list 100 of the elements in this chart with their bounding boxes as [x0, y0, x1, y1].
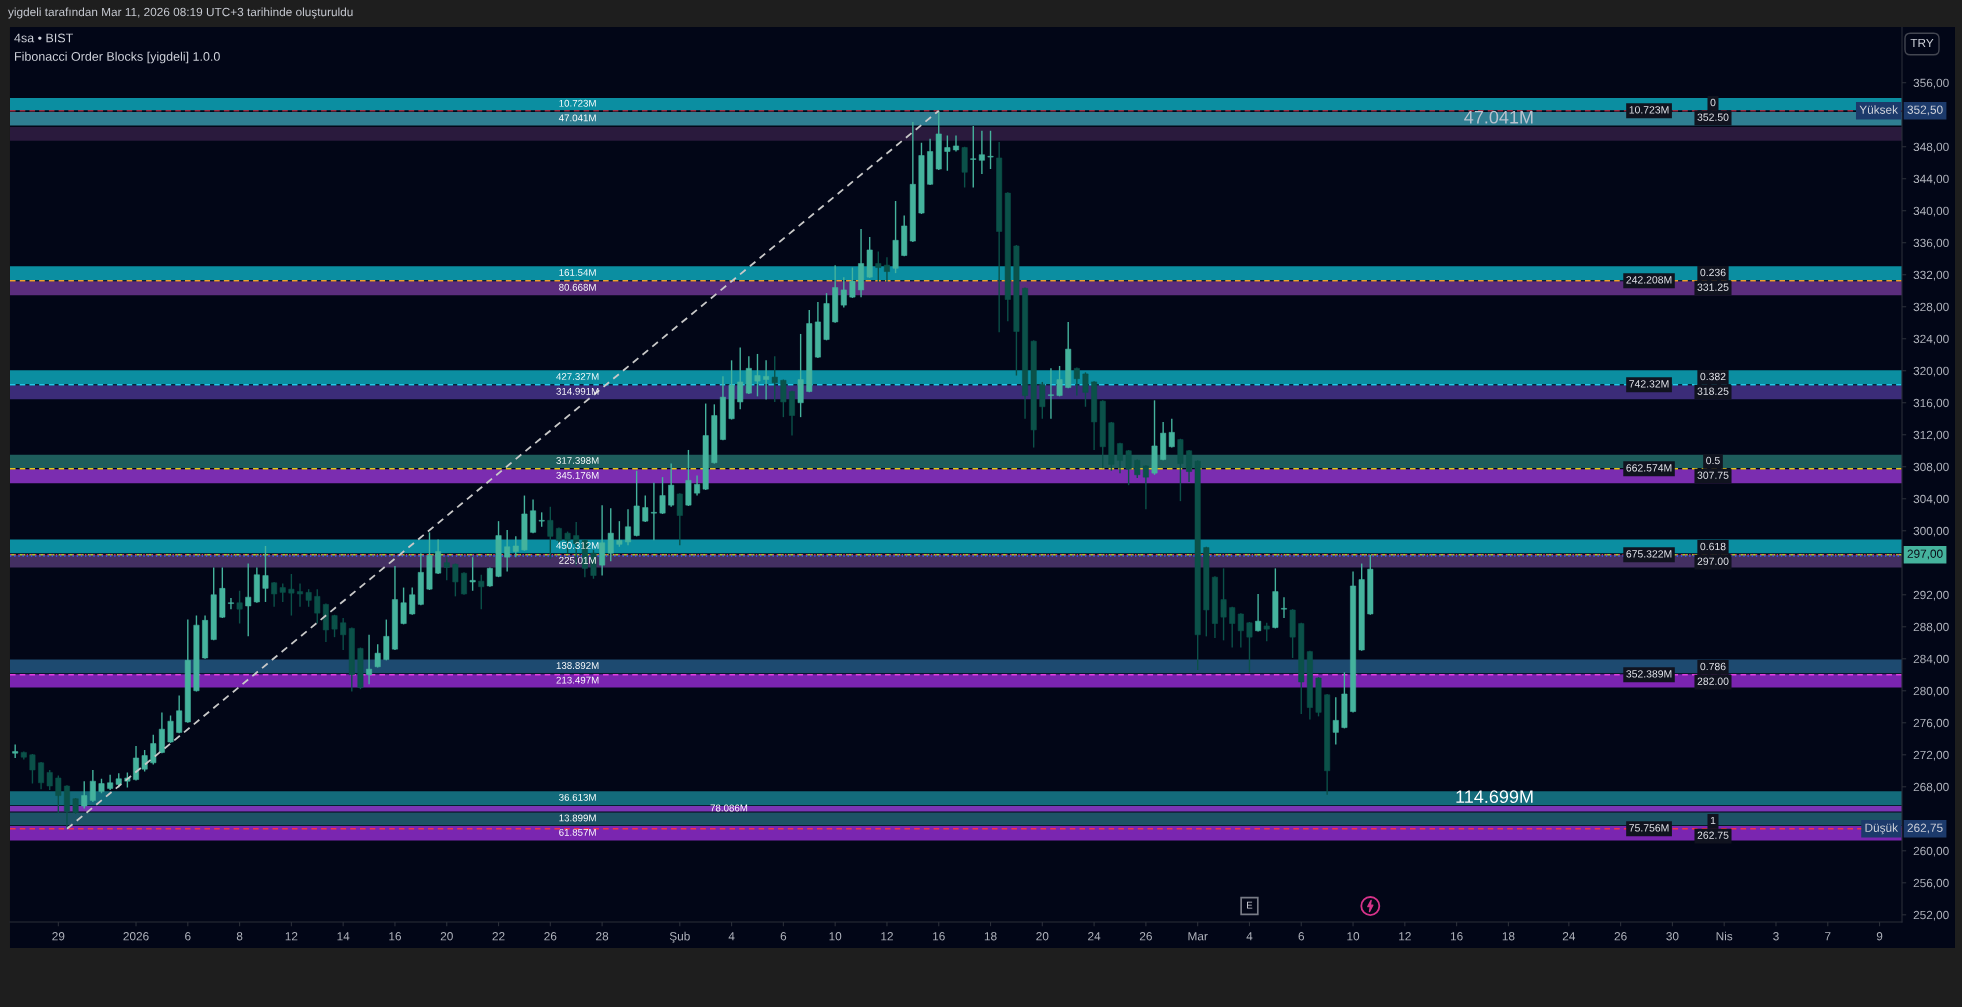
- annotation: 318.25: [1697, 387, 1729, 395]
- y-tick-label: 256,00: [1913, 878, 1949, 889]
- x-tick-label: Nis: [1716, 931, 1733, 941]
- candlestick: [12, 743, 19, 759]
- candlestick: [1186, 449, 1192, 483]
- candlestick: [478, 574, 485, 610]
- candlestick: [970, 125, 977, 189]
- x-tick-label: 16: [389, 932, 402, 941]
- x-tick-label: Şub: [669, 931, 690, 943]
- y-tick-label: 280,00: [1913, 686, 1949, 697]
- candlestick: [1332, 696, 1339, 746]
- y-tick-label: 320,00: [1913, 366, 1949, 377]
- annotation: 0.5: [1706, 456, 1720, 465]
- x-tick-label: 4: [1246, 932, 1253, 941]
- candlestick: [504, 529, 511, 573]
- band-label: 47.041M: [558, 114, 596, 122]
- candlestick: [288, 573, 295, 617]
- candlestick: [443, 556, 450, 582]
- candlestick: [1039, 381, 1046, 420]
- band-label: 450.312M: [556, 542, 599, 549]
- x-tick-label: 7: [1825, 932, 1831, 941]
- candlestick: [978, 130, 985, 175]
- x-tick-label: 29: [52, 932, 65, 941]
- candlestick: [944, 134, 951, 172]
- candlestick: [987, 130, 994, 170]
- y-tick-label: 284,00: [1913, 654, 1949, 665]
- x-tick-label: 20: [440, 932, 453, 941]
- annotation: 114.699M: [1456, 790, 1533, 804]
- candlestick: [883, 256, 890, 283]
- y-tick-label: 336,00: [1913, 238, 1949, 249]
- annotation: 662.574M: [1626, 464, 1672, 472]
- text: 262,75: [1907, 823, 1943, 834]
- candlestick: [875, 250, 882, 283]
- candlestick: [383, 618, 390, 662]
- annotation: 47.041M: [1464, 110, 1533, 124]
- candlestick: [435, 538, 442, 575]
- candlestick: [89, 769, 96, 803]
- y-tick-label: 268,00: [1913, 782, 1949, 793]
- x-tick-label: 2026: [123, 932, 149, 941]
- y-tick-label: 272,00: [1913, 750, 1949, 761]
- candlestick: [1237, 612, 1244, 649]
- text: 352,50: [1907, 105, 1943, 116]
- candlestick: [81, 780, 88, 810]
- candlestick: [29, 753, 36, 785]
- annotation: 262.75: [1697, 831, 1729, 839]
- candlestick: [46, 769, 53, 791]
- x-tick-label: 6: [1298, 932, 1305, 941]
- annotation: 742.32M: [1629, 380, 1669, 388]
- x-tick-label: 24: [1562, 932, 1576, 941]
- x-tick-label: 26: [1139, 932, 1152, 941]
- y-tick-label: 332,00: [1913, 270, 1949, 281]
- x-tick-label: 12: [881, 932, 893, 941]
- annotation: 0.382: [1700, 372, 1726, 381]
- x-tick-label: 12: [1399, 932, 1411, 941]
- x-tick-label: 26: [544, 932, 557, 941]
- candlestick: [262, 545, 269, 603]
- annotation: 75.756M: [1629, 824, 1669, 832]
- candlestick: [607, 507, 614, 562]
- candlestick: [642, 494, 649, 523]
- band-label: 314.991M: [556, 387, 599, 395]
- chart-subtitle: 4sa • BIST: [14, 33, 73, 43]
- candlestick: [150, 734, 157, 766]
- candlestick: [1255, 593, 1262, 633]
- candlestick: [279, 582, 286, 603]
- candlestick: [167, 714, 174, 744]
- x-tick-label: 10: [1347, 932, 1360, 941]
- band-label: 161.54M: [559, 269, 596, 276]
- y-tick-label: 260,00: [1913, 846, 1949, 857]
- x-tick-label: 20: [1036, 932, 1049, 941]
- y-tick-label: 316,00: [1913, 398, 1949, 409]
- band-label: 427.327M: [556, 373, 599, 380]
- candlestick: [1047, 367, 1054, 420]
- candlestick: [141, 749, 148, 773]
- candlestick: [530, 498, 537, 534]
- candlestick: [1073, 366, 1080, 397]
- candlestick: [1142, 464, 1149, 510]
- annotation: 242.208M: [1626, 276, 1672, 284]
- x-tick-label: Mar: [1188, 932, 1208, 941]
- annotation: 10.723M: [1629, 106, 1669, 114]
- x-tick-label: 18: [1502, 932, 1515, 941]
- candlestick: [953, 134, 959, 153]
- ref-line-label: 297,00: [1907, 549, 1943, 560]
- candlestick: [228, 597, 234, 610]
- candlestick: [271, 581, 278, 608]
- x-tick-label: 10: [829, 932, 842, 941]
- band-label: 138.892M: [556, 662, 599, 669]
- x-tick-label: 6: [185, 932, 191, 941]
- candlestick: [599, 504, 606, 577]
- x-tick-label: 18: [984, 932, 997, 941]
- candlestick: [1125, 449, 1132, 486]
- candlestick: [1177, 438, 1184, 502]
- y-tick-label: 288,00: [1913, 622, 1949, 633]
- candlestick: [1056, 365, 1063, 398]
- candlestick: [763, 359, 770, 401]
- y-tick-label: 276,00: [1913, 718, 1949, 729]
- x-tick-label: 24: [1088, 932, 1101, 941]
- annotation: 352.389M: [1626, 670, 1672, 678]
- band-label: 345.176M: [556, 471, 599, 479]
- annotation: 307.75: [1697, 471, 1729, 479]
- candlestick: [840, 276, 847, 309]
